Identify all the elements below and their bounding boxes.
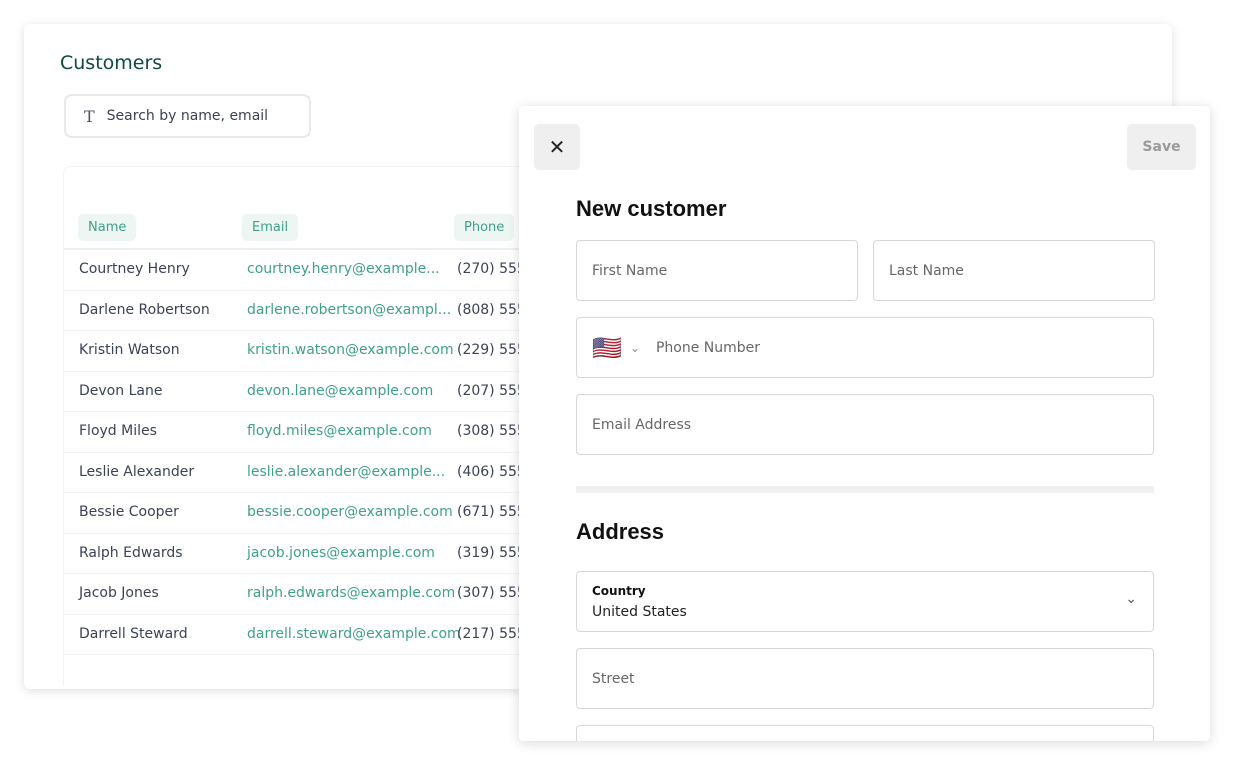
customer-name: Leslie Alexander <box>79 463 195 480</box>
table-row[interactable]: Bessie Cooper bessie.cooper@example.com (6… <box>64 493 543 534</box>
last-name-field[interactable]: Last Name <box>873 240 1155 301</box>
country-value: United States <box>592 603 687 620</box>
first-name-placeholder: First Name <box>592 262 668 279</box>
search-placeholder: Search by name, email <box>106 108 269 124</box>
save-button[interactable]: Save <box>1127 124 1196 170</box>
table-row[interactable]: Darrell Steward darrell.steward@example.c… <box>64 615 543 655</box>
table-row[interactable]: Leslie Alexander leslie.alexander@example… <box>64 453 543 493</box>
table-row[interactable]: Courtney Henry courtney.henry@example... (… <box>64 250 543 291</box>
customer-name: Darlene Robertson <box>79 301 210 318</box>
street-placeholder: Street <box>592 670 635 687</box>
customer-email[interactable]: kristin.watson@example.com <box>247 342 454 358</box>
us-flag-icon[interactable]: 🇺🇸 <box>592 333 622 362</box>
search-input[interactable]: T Search by name, email <box>64 94 311 138</box>
customer-name: Kristin Watson <box>79 342 180 358</box>
customer-phone: (307) 555 <box>457 585 526 601</box>
phone-placeholder: Phone Number <box>655 339 761 356</box>
last-name-placeholder: Last Name <box>889 262 964 279</box>
close-icon: ✕ <box>548 135 566 159</box>
table-row[interactable]: Jacob Jones ralph.edwards@example.com (307… <box>64 574 543 615</box>
customer-phone: (808) 555 <box>457 301 526 318</box>
customer-email[interactable]: bessie.cooper@example.com <box>247 504 453 520</box>
phone-field[interactable]: 🇺🇸 ⌄ Phone Number <box>576 317 1154 378</box>
customer-email[interactable]: jacob.jones@example.com <box>247 544 435 561</box>
customer-email[interactable]: floyd.miles@example.com <box>247 423 432 439</box>
page-title: Customers <box>60 52 163 74</box>
section-divider <box>576 486 1154 493</box>
text-icon: T <box>84 106 95 126</box>
column-header-name[interactable]: Name <box>78 214 137 241</box>
customer-email[interactable]: leslie.alexander@example... <box>247 463 446 480</box>
chevron-down-icon[interactable]: ⌄ <box>629 340 640 355</box>
customer-phone: (229) 555- <box>457 342 531 358</box>
customer-name: Jacob Jones <box>79 585 159 601</box>
customer-email[interactable]: darlene.robertson@exampl... <box>247 301 452 318</box>
customer-phone: (671) 555- <box>457 504 531 520</box>
customers-table: Name Email Phone Courtney Henry courtney.… <box>63 166 543 686</box>
modal-title: New customer <box>576 196 727 221</box>
email-placeholder: Email Address <box>592 416 692 433</box>
address-title: Address <box>576 519 665 544</box>
street-field[interactable]: Street <box>576 648 1154 709</box>
customer-phone: (207) 555 <box>457 382 526 399</box>
country-select[interactable]: Country United States ⌄ <box>576 571 1154 632</box>
customer-phone: (308) 555 <box>457 423 526 439</box>
column-header-phone[interactable]: Phone <box>454 214 515 241</box>
table-row[interactable]: Floyd Miles floyd.miles@example.com (308) … <box>64 412 543 453</box>
customer-email[interactable]: courtney.henry@example... <box>247 261 440 277</box>
customer-email[interactable]: devon.lane@example.com <box>247 382 434 399</box>
column-header-email[interactable]: Email <box>242 214 299 241</box>
customer-name: Floyd Miles <box>79 423 157 439</box>
customer-email[interactable]: ralph.edwards@example.com <box>247 585 456 601</box>
customer-email[interactable]: darrell.steward@example.com <box>247 625 461 642</box>
customer-name: Bessie Cooper <box>79 504 179 520</box>
customer-name: Devon Lane <box>79 382 163 399</box>
new-customer-modal: ✕ Save New customer First Name Last Name… <box>519 106 1210 741</box>
email-field[interactable]: Email Address <box>576 394 1154 455</box>
customer-phone: (217) 555- <box>457 625 531 642</box>
first-name-field[interactable]: First Name <box>576 240 858 301</box>
header-divider <box>64 248 543 250</box>
table-row[interactable]: Darlene Robertson darlene.robertson@examp… <box>64 291 543 331</box>
table-row[interactable]: Devon Lane devon.lane@example.com (207) 55… <box>64 372 543 412</box>
chevron-down-icon: ⌄ <box>1125 591 1137 607</box>
table-row[interactable]: Kristin Watson kristin.watson@example.com… <box>64 331 543 372</box>
table-row[interactable]: Ralph Edwards jacob.jones@example.com (319… <box>64 534 543 574</box>
close-button[interactable]: ✕ <box>534 124 580 170</box>
customer-phone: (270) 555 <box>457 261 526 277</box>
customer-name: Darrell Steward <box>79 625 188 642</box>
customer-phone: (319) 555- <box>457 544 531 561</box>
address-field-next[interactable] <box>576 725 1154 741</box>
customer-phone: (406) 555 <box>457 463 526 480</box>
country-label: Country <box>592 583 646 598</box>
customer-name: Courtney Henry <box>79 261 190 277</box>
customer-name: Ralph Edwards <box>79 544 183 561</box>
